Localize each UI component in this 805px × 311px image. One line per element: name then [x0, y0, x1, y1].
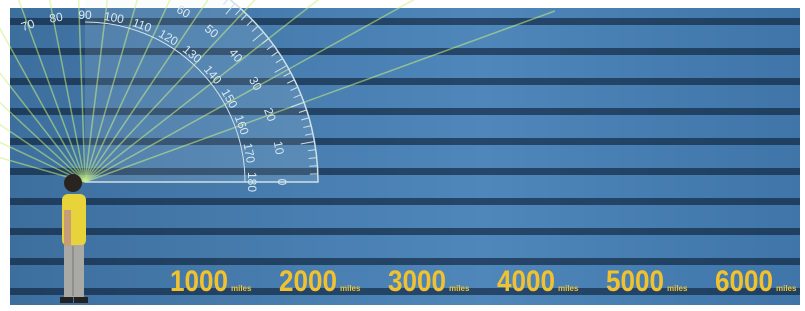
distance-unit: miles — [449, 284, 470, 293]
outer-scale-label: 90 — [78, 8, 92, 22]
distance-unit: miles — [667, 284, 688, 293]
inner-scale-label: 10 — [271, 140, 287, 156]
distance-value: 3000 — [388, 265, 446, 298]
stripe — [10, 198, 800, 205]
distance-value: 2000 — [279, 265, 337, 298]
distance-unit: miles — [231, 284, 252, 293]
distance-unit: miles — [776, 284, 797, 293]
outer-scale-label: 80 — [48, 10, 64, 26]
stripe — [10, 258, 800, 265]
inner-scale-label: 0 — [275, 179, 289, 186]
tick — [309, 166, 317, 167]
distance-unit: miles — [558, 284, 579, 293]
distance-value: 6000 — [715, 265, 773, 298]
distance-value: 1000 — [170, 265, 228, 298]
video-frame: 7080901001101201301401501601701806050403… — [0, 0, 805, 311]
distance-value: 4000 — [497, 265, 555, 298]
outer-scale-label: 180 — [245, 172, 259, 192]
distance-value: 5000 — [606, 265, 664, 298]
distance-unit: miles — [340, 284, 361, 293]
stripe — [10, 228, 800, 235]
